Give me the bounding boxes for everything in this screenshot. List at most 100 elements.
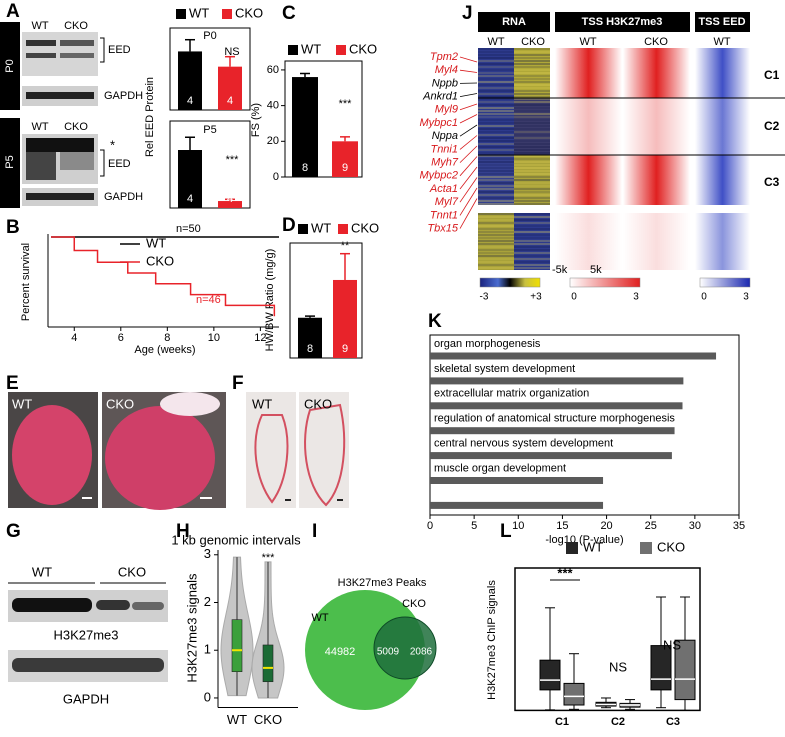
heatmap-texture — [478, 57, 514, 59]
significance: NS — [663, 637, 681, 652]
gene-label: Tnnt1 — [430, 209, 458, 221]
lane-label: WT — [32, 564, 52, 579]
sample-label: WT — [12, 396, 32, 411]
stage-label: P0 — [4, 59, 16, 72]
band — [60, 152, 94, 170]
gene-pointer — [459, 114, 478, 124]
x-tick-label: 12 — [254, 332, 266, 344]
heatmap-texture — [478, 216, 514, 218]
heatmap-texture — [514, 222, 550, 224]
heatmap-texture — [514, 246, 550, 248]
heatmap-texture — [478, 96, 514, 98]
heatmap-texture — [478, 75, 514, 77]
y-tick-label: 3 — [204, 546, 211, 561]
heatmap-texture — [478, 185, 514, 187]
legend-label: WT — [311, 220, 331, 235]
heatmap-texture — [478, 267, 514, 269]
legend-label: WT — [301, 41, 321, 56]
y-tick-label: 2 — [204, 594, 211, 609]
heatmap-block — [695, 213, 750, 270]
heatmap-block — [695, 155, 750, 205]
heatmap-texture — [478, 222, 514, 224]
heatmap-texture — [478, 182, 514, 184]
legend-label: CKO — [351, 220, 379, 235]
heatmap-texture — [514, 113, 550, 115]
survival-line — [51, 236, 276, 317]
heatmap-texture — [478, 51, 514, 53]
heatmap-texture — [514, 152, 550, 154]
band — [26, 152, 56, 180]
heatmap-texture — [514, 197, 550, 199]
gene-label: Tbx15 — [427, 223, 458, 235]
box — [563, 682, 585, 706]
bar — [332, 141, 358, 177]
venn-title: H3K27me3 Peaks — [338, 577, 427, 589]
colorbar-label: 3 — [633, 292, 639, 303]
heatmap-texture — [478, 188, 514, 190]
sample-size: 4 — [187, 193, 193, 205]
heatmap-texture — [514, 252, 550, 254]
heatmap-texture — [478, 87, 514, 89]
band — [26, 40, 56, 46]
gene-pointer — [459, 187, 478, 216]
category-label: organ morphogenesis — [434, 338, 541, 350]
heatmap-texture — [514, 107, 550, 109]
bar — [430, 352, 717, 360]
heatmap-block — [623, 98, 690, 155]
heatmap-texture — [514, 249, 550, 251]
heatmap-texture — [478, 191, 514, 193]
gene-label: Ankrd1 — [422, 91, 458, 103]
x-tick-label: 30 — [689, 520, 701, 532]
heatmap-texture — [478, 101, 514, 103]
y-tick-label: 0 — [273, 171, 279, 183]
gene-pointer — [459, 135, 478, 150]
heatmap-texture — [514, 131, 550, 133]
legend-swatch — [338, 224, 348, 234]
bar — [218, 66, 242, 110]
gene-pointer — [459, 145, 478, 163]
box — [262, 644, 274, 683]
heatmap-texture — [478, 164, 514, 166]
x-tick-label: 8 — [164, 332, 170, 344]
sample-size: 4 — [227, 193, 233, 205]
heatmap-texture — [514, 213, 550, 215]
block-title: RNA — [502, 16, 526, 28]
heatmap-texture — [514, 194, 550, 196]
heatmap-block — [478, 155, 514, 205]
y-axis-label: H3K27me3 ChIP signals — [486, 580, 498, 700]
category-label: central nervous system development — [434, 438, 613, 450]
legend-label: CKO — [235, 5, 263, 20]
bracket — [100, 37, 105, 63]
sample-size: 4 — [187, 95, 193, 107]
block-header — [478, 12, 550, 32]
heatmap-texture — [514, 203, 550, 205]
colorbar-label: +3 — [530, 292, 542, 303]
heatmap-texture — [478, 152, 514, 154]
heatmap-texture — [514, 96, 550, 98]
y-axis-label: H3K27me3 signals — [184, 573, 199, 683]
heatmap-texture — [514, 48, 550, 50]
y-tick-label: 1 — [204, 642, 211, 657]
gene-label: Myl4 — [435, 64, 458, 76]
heatmap-texture — [514, 143, 550, 145]
heatmap-texture — [478, 146, 514, 148]
heatmap-texture — [478, 110, 514, 112]
heatmap-texture — [478, 78, 514, 80]
cluster-label: C2 — [764, 119, 780, 133]
band-label: H3K27me3 — [53, 627, 118, 642]
panel-label: I — [312, 521, 317, 542]
heatmap-texture — [514, 167, 550, 169]
sample-label: WT — [487, 36, 504, 48]
n-label: n=50 — [176, 223, 201, 235]
box — [231, 619, 243, 673]
heatmap-texture — [478, 228, 514, 230]
x-tick-label: WT — [227, 712, 247, 727]
heatmap-texture — [478, 252, 514, 254]
x-axis-label: Age (weeks) — [134, 344, 195, 356]
heatmap-texture — [478, 237, 514, 239]
category-label: muscle organ development — [434, 462, 566, 474]
bar — [430, 477, 604, 484]
x-tick-label: 0 — [427, 520, 433, 532]
set-label: CKO — [402, 598, 426, 610]
heart-section — [304, 403, 346, 507]
